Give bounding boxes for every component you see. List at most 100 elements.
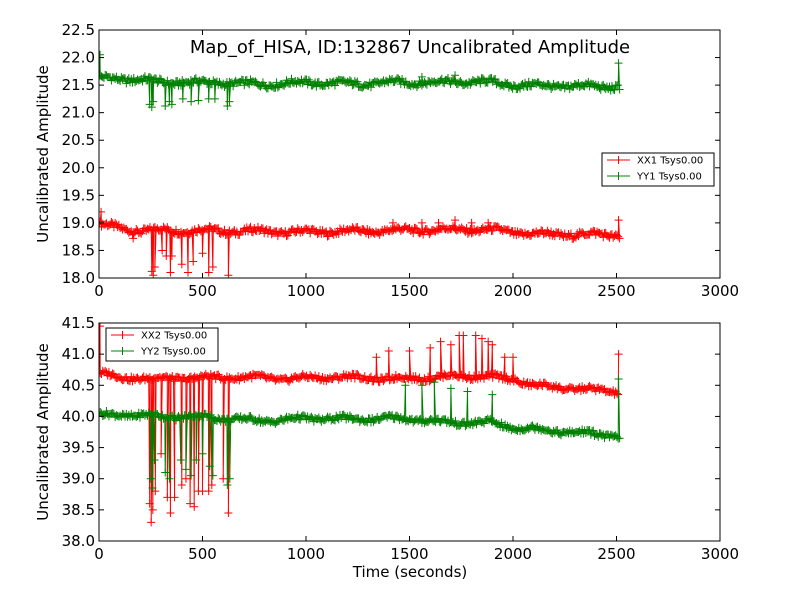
bottom-series-1-point [307, 412, 316, 421]
top-series-0-point [132, 225, 141, 234]
top-xtick-label: 2000 [494, 282, 532, 300]
bottom-series-0-point [163, 493, 172, 502]
bottom-series-0-point [379, 377, 388, 386]
bottom-series-1-point [192, 456, 201, 465]
top-series-0-point [306, 229, 315, 238]
top-ytick-label: 22.0 [62, 49, 95, 67]
top-xtick-label: 1000 [287, 282, 325, 300]
top-series-1-point [437, 74, 446, 83]
top-series-1-point [610, 86, 619, 95]
bottom-ylabel: Uncalibrated Amplitude [34, 343, 52, 520]
top-xtick-label: 3000 [701, 282, 739, 300]
bottom-ytick-label: 38.5 [62, 501, 95, 519]
top-axes: 0 500 1000 1500 2000 2500 3000 18.0 18.5 19.0 19.5… [34, 21, 739, 300]
top-series-1-point [178, 94, 187, 103]
top-ytick-label: 21.5 [62, 76, 95, 94]
top-series-0-point [388, 218, 397, 227]
bottom-series-0-point [375, 378, 384, 387]
bottom-axes-ticks: 0 500 1000 1500 2000 2500 3000 38.0 38.5 39.0 39.5… [62, 314, 740, 563]
top-series-1-point [476, 79, 485, 88]
bottom-series-0-point [360, 372, 369, 381]
top-series-0-point [273, 232, 282, 241]
top-series-0-point [184, 268, 193, 277]
bottom-series-0-point [224, 508, 233, 517]
bottom-series-0-point [426, 343, 435, 352]
top-series-1-point [304, 75, 313, 84]
bottom-xlabel: Time (seconds) [352, 563, 468, 581]
top-xtick-label: 0 [94, 282, 104, 300]
bottom-series-1-point [345, 411, 354, 420]
top-series-0-point [204, 268, 213, 277]
bottom-legend-label-xx2: XX2 Tsys0.00 [141, 331, 207, 342]
bottom-series-0-point [614, 350, 623, 359]
bottom-series-0-point [147, 518, 156, 527]
top-series-1-point [353, 77, 362, 86]
top-series-1-point [220, 82, 229, 91]
top-series-1-point [240, 81, 249, 90]
top-series-1-point [122, 79, 131, 88]
top-series-0-point [158, 246, 167, 255]
top-ytick-label: 18.0 [62, 269, 95, 287]
bottom-series-1-point [293, 410, 302, 419]
bottom-series-0-point [170, 377, 179, 386]
bottom-series-1-point [314, 413, 323, 422]
top-ylabel: Uncalibrated Amplitude [34, 65, 52, 242]
bottom-series-0-point [500, 353, 509, 362]
top-series-1-point [149, 97, 158, 106]
top-ytick-label: 22.5 [62, 21, 95, 39]
bottom-series-0-point [181, 474, 190, 483]
bottom-series-1-point [165, 474, 174, 483]
bottom-ytick-label: 39.5 [62, 439, 95, 457]
top-series-0-point [107, 218, 116, 227]
bottom-ytick-label: 40.0 [62, 407, 95, 425]
top-series-1-point [140, 72, 149, 81]
bottom-series-1-point [246, 412, 255, 421]
bottom-series-1-point [176, 456, 185, 465]
top-series-1 [99, 50, 624, 112]
top-series-0-point [615, 234, 624, 243]
top-series-0-point [434, 218, 443, 227]
top-series-0-point [214, 224, 223, 233]
bottom-legend-entry-yy2: YY2 Tsys0.00 [111, 347, 206, 358]
bottom-series-0-point [484, 337, 493, 346]
top-series-0-point [614, 232, 623, 241]
bottom-series-1-point [393, 411, 402, 420]
top-ytick-label: 18.5 [62, 241, 95, 259]
top-series-0-point [222, 230, 231, 239]
top-series-0-point [425, 230, 434, 239]
top-series-1-point [521, 78, 530, 87]
top-series-1-point [483, 78, 492, 87]
bottom-legend-box [105, 327, 219, 362]
bottom-ytick-label: 39.0 [62, 470, 95, 488]
top-ytick-label: 19.0 [62, 214, 95, 232]
bottom-series-0-point [477, 334, 486, 343]
bottom-series-0-point [170, 493, 179, 502]
bottom-series-1-point [614, 375, 623, 384]
top-series-0-point [411, 224, 420, 233]
top-series-1-point [614, 81, 623, 90]
bottom-series-1-point [339, 410, 348, 419]
bottom-legend-label-yy2: YY2 Tsys0.00 [140, 347, 206, 358]
bottom-series-0-point [471, 331, 480, 340]
top-series-1-point [229, 82, 238, 91]
bottom-series-1-point [205, 462, 214, 471]
bottom-legend-entry-xx2: XX2 Tsys0.00 [111, 331, 207, 342]
bottom-series-1-point [208, 471, 217, 480]
top-series-1-point [509, 81, 518, 90]
bottom-series-1-point [223, 480, 232, 489]
top-series-1-point [138, 77, 147, 86]
top-series-0 [99, 207, 624, 278]
bottom-series-1-point [417, 381, 426, 390]
top-xtick-label: 500 [188, 282, 217, 300]
top-series-0-point [614, 216, 623, 225]
bottom-series-0-point [148, 505, 157, 514]
bottom-series-1-point [132, 413, 141, 422]
top-xtick-label: 2500 [597, 282, 635, 300]
top-series-0-point [462, 223, 471, 232]
bottom-series-1-point [388, 410, 397, 419]
bottom-ytick-label: 38.0 [62, 532, 95, 550]
bottom-xtick-label: 2500 [597, 545, 635, 563]
top-series-0-point [451, 216, 460, 225]
